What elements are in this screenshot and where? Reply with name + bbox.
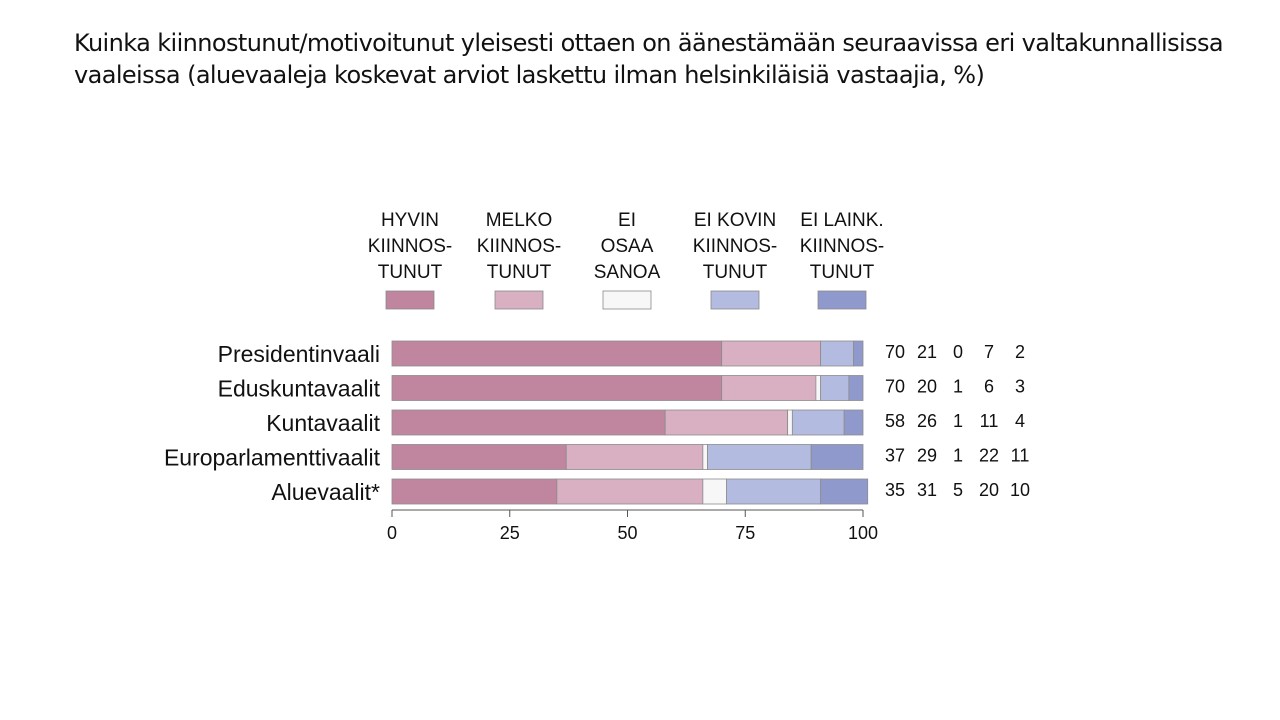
legend-label-line: TUNUT [487,262,552,283]
bar-segment [391,409,666,436]
bar-segment [391,478,558,505]
bar-segment [843,409,864,436]
bar-segment [664,409,789,436]
legend-label-line: EI KOVIN [694,210,776,231]
category-label: Aluevaalit* [271,479,380,505]
legend-label-line: OSAA [601,236,654,257]
value-label: 58 [885,411,905,431]
legend-label-line: TUNUT [703,262,768,283]
legend-label-line: MELKO [486,210,553,231]
bar-segment [853,340,864,367]
bar-segment [820,375,850,401]
bar-segment [391,375,723,401]
bar-segment [848,375,864,401]
legend: HYVIN KIINNOS- TUNUT MELKO KIINNOS- TUNUT EI OS… [368,210,884,310]
legend-swatch [710,290,760,310]
bar-segment [820,340,854,367]
value-label: 1 [953,446,963,466]
legend-label-line: KIINNOS- [477,236,561,257]
bar-segment [820,478,869,505]
value-label: 70 [885,342,905,362]
legend-label-line: KIINNOS- [693,236,777,257]
legend-item-3: EI OSAA SANOA [594,210,661,310]
legend-label-line: HYVIN [381,210,439,231]
bar-row-europarlamenttivaalit [391,444,864,470]
legend-label-line: TUNUT [810,262,875,283]
value-label: 20 [917,377,937,397]
category-label: Kuntavaalit [266,410,380,436]
bar-segment [565,444,704,470]
value-label: 20 [979,480,999,500]
value-label: 70 [885,377,905,397]
bar-segment [707,444,812,470]
bar-segment [787,409,793,436]
legend-swatch [385,290,435,310]
legend-swatch [817,290,867,310]
bar-segment [556,478,704,505]
category-label: Presidentinvaali [218,341,380,367]
x-axis: 0 25 50 75 100 [387,509,878,543]
x-tick-label: 50 [617,523,637,543]
value-label: 29 [917,446,937,466]
bar-segment [702,444,708,470]
value-label: 3 [1015,377,1025,397]
value-label: 2 [1015,342,1025,362]
legend-item-1: HYVIN KIINNOS- TUNUT [368,210,452,310]
slide-title: Kuinka kiinnostunut/motivoitunut yleises… [74,29,1224,89]
bar-segment [391,340,723,367]
value-label: 11 [980,411,999,431]
legend-label-line: KIINNOS- [368,236,452,257]
legend-label-line: KIINNOS- [800,236,884,257]
bar-segment [702,478,727,505]
bar-row-presidentinvaali [391,340,864,367]
bar-segment [721,340,822,367]
category-label: Europarlamenttivaalit [164,445,381,471]
value-label: 1 [953,377,963,397]
legend-item-2: MELKO KIINNOS- TUNUT [477,210,561,310]
x-tick-label: 0 [387,523,397,543]
value-label: 37 [885,446,905,466]
category-labels: Presidentinvaali Eduskuntavaalit Kuntavaal… [164,341,381,505]
bar-area [391,340,869,505]
legend-label-line: EI [618,210,636,231]
x-tick-label: 75 [735,523,755,543]
bar-segment [815,375,822,401]
x-tick-label: 100 [848,523,878,543]
value-label: 11 [1011,446,1030,466]
bar-segment [721,375,817,401]
legend-item-5: EI LAINK. KIINNOS- TUNUT [800,210,884,310]
bar-row-aluevaalit [391,478,869,505]
bar-segment [791,409,845,436]
value-label: 0 [953,342,963,362]
value-label: 4 [1015,411,1025,431]
value-label: 35 [885,480,905,500]
legend-swatch [602,290,652,310]
category-label: Eduskuntavaalit [218,376,381,402]
x-tick-label: 25 [500,523,520,543]
legend-swatch [494,290,544,310]
value-label: 10 [1010,480,1030,500]
value-label: 1 [953,411,963,431]
legend-label-line: EI LAINK. [800,210,883,231]
legend-label-line: TUNUT [378,262,443,283]
legend-item-4: EI KOVIN KIINNOS- TUNUT [693,210,777,310]
bar-segment [810,444,864,470]
value-label: 22 [979,446,999,466]
bar-segment [391,444,567,470]
legend-label-line: SANOA [594,262,661,283]
value-label: 5 [953,480,963,500]
value-label: 21 [917,342,937,362]
bar-segment [726,478,822,505]
value-label: 31 [917,480,937,500]
bar-row-kuntavaalit [391,409,864,436]
value-label: 7 [984,342,994,362]
value-label: 6 [984,377,994,397]
value-label: 26 [917,411,937,431]
bar-row-eduskuntavaalit [391,375,864,401]
